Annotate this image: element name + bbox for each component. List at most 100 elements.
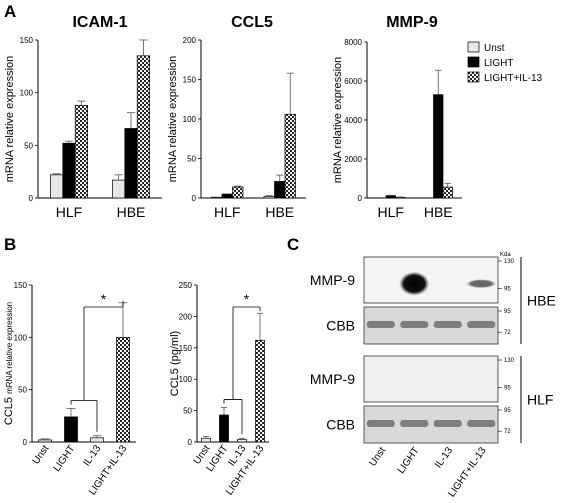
y-tick-label: 50: [187, 155, 196, 164]
bar-hlf-0: [50, 174, 64, 199]
marker-label: 95: [504, 309, 511, 315]
bar-hbe-0: [112, 179, 126, 199]
legend-label-light-il13: LIGHT+IL-13: [484, 73, 543, 84]
bar-1: [64, 416, 78, 443]
chart-title: MMP-9: [386, 14, 438, 31]
bar-hbe-2: [442, 186, 453, 199]
bar-hbe-2: [284, 113, 296, 199]
blot-row-label: MMP-9: [310, 272, 355, 288]
bar-hbe-1: [124, 128, 138, 199]
category-label: LIGHT: [52, 443, 78, 473]
cbb-band: [400, 420, 429, 428]
mmp9-band: [399, 271, 430, 296]
y-tick-label: 150: [14, 281, 28, 290]
bar-hlf-2: [74, 104, 88, 199]
y-tick-label: 250: [179, 281, 193, 290]
blot-group-label: HLF: [527, 392, 553, 408]
y-tick-label: 200: [179, 312, 193, 321]
marker-label: 95: [504, 385, 511, 391]
legend-label-unst: Unst: [484, 43, 505, 54]
chart-ccl5-mrna-a: CCL5 mRNA relative expression 0 50 100 150 200…: [167, 14, 306, 220]
category-label: HBE: [424, 204, 453, 220]
bar-hbe-2: [136, 55, 150, 199]
y-tick-label: 8000: [344, 38, 362, 47]
cbb-band: [467, 420, 496, 428]
y-tick-label: 50: [18, 386, 27, 395]
chart-title: ICAM-1: [72, 14, 127, 31]
marker-label: 130: [504, 259, 515, 265]
blot-strip: [363, 355, 499, 403]
mmp9-band: [466, 279, 497, 289]
y-tick-label: 150: [20, 36, 34, 45]
bar-1: [219, 414, 229, 443]
chart-title: CCL5: [231, 14, 273, 31]
cbb-band: [433, 420, 462, 428]
y-tick-label: 4000: [344, 116, 362, 125]
y-tick-label: 50: [24, 141, 33, 150]
y-tick-label: 100: [20, 89, 34, 98]
blot-row-label: MMP-9: [310, 371, 355, 387]
y-axis-label-rest: mRNA relative expression: [5, 302, 14, 394]
category-label: HLF: [214, 204, 240, 220]
category-label: Unst: [31, 443, 52, 466]
y-axis-label-main: CCL5: [3, 394, 15, 425]
legend-swatch-light-il13: [467, 71, 480, 83]
legend-label-light: LIGHT: [484, 58, 513, 69]
y-tick-label: 2000: [344, 155, 362, 164]
marker-label: 130: [504, 358, 515, 364]
y-tick-label: 0: [29, 194, 34, 203]
blot-group-label: HBE: [527, 293, 556, 309]
cbb-band: [467, 321, 496, 329]
marker-label: 72: [504, 429, 511, 435]
significance-star: *: [244, 291, 250, 307]
y-axis-label: CCL5 mRNA relative expression: [3, 302, 15, 425]
y-axis-label: mRNA relative expression: [167, 56, 179, 183]
chart-mmp9: MMP-9 mRNA relative expression 0 2000 4000 60…: [332, 14, 462, 220]
bar-hlf-1: [221, 193, 233, 199]
blot-row-label: CBB: [326, 318, 355, 334]
y-tick-label: 0: [192, 194, 197, 203]
western-blot: Kda MMP-9 130 95 CBB 95 72 MMP-9 130 95 CBB 95 72 HBE…: [310, 252, 556, 499]
category-label: IL-13: [81, 443, 103, 468]
y-tick-label: 100: [179, 375, 193, 384]
category-label: HLF: [378, 204, 404, 220]
y-tick-label: 0: [358, 194, 363, 203]
panel-letter-a: A: [4, 2, 16, 21]
legend-swatch-unst: [467, 41, 480, 53]
y-tick-label: 100: [14, 333, 28, 342]
y-axis-label: mRNA relative expression: [4, 56, 16, 183]
bar-hbe-1: [433, 94, 444, 199]
panel-letter-b: B: [4, 235, 16, 254]
y-tick-label: 200: [183, 36, 197, 45]
panel-letter-c: C: [287, 235, 299, 254]
category-label: HBE: [265, 204, 294, 220]
y-tick-label: 150: [179, 344, 193, 353]
lane-label: LIGHT: [396, 445, 422, 475]
legend: Unst LIGHT LIGHT+IL-13: [467, 41, 543, 84]
lane-label: Unst: [367, 445, 388, 468]
y-tick-label: 0: [188, 438, 193, 447]
y-tick-label: 150: [183, 76, 197, 85]
category-label: HLF: [56, 204, 82, 220]
cbb-band: [433, 321, 462, 329]
lane-label: IL-13: [433, 445, 455, 470]
chart-ccl5-protein: CCL5 (pg/ml)050100150200250UnstLIGHTIL-1…: [169, 281, 269, 497]
kda-label: Kda: [500, 252, 511, 258]
marker-label: 95: [504, 286, 511, 292]
chart-ccl5-mrna-b: CCL5 mRNA relative expression 0 50 100 150 Un…: [3, 281, 136, 497]
bar-hlf-1: [385, 195, 396, 199]
cbb-band: [366, 420, 395, 428]
legend-swatch-light: [467, 56, 480, 68]
y-tick-label: 100: [183, 115, 197, 124]
bar-hbe-1: [274, 181, 286, 199]
marker-label: 95: [504, 408, 511, 414]
blot-row-label: CBB: [326, 417, 355, 433]
bar-2: [90, 437, 104, 443]
marker-label: 72: [504, 330, 511, 336]
y-tick-label: 6000: [344, 77, 362, 86]
bar-hlf-1: [62, 142, 76, 199]
bar-0: [201, 437, 211, 443]
bar-0: [38, 439, 52, 443]
bar-2: [237, 439, 247, 443]
